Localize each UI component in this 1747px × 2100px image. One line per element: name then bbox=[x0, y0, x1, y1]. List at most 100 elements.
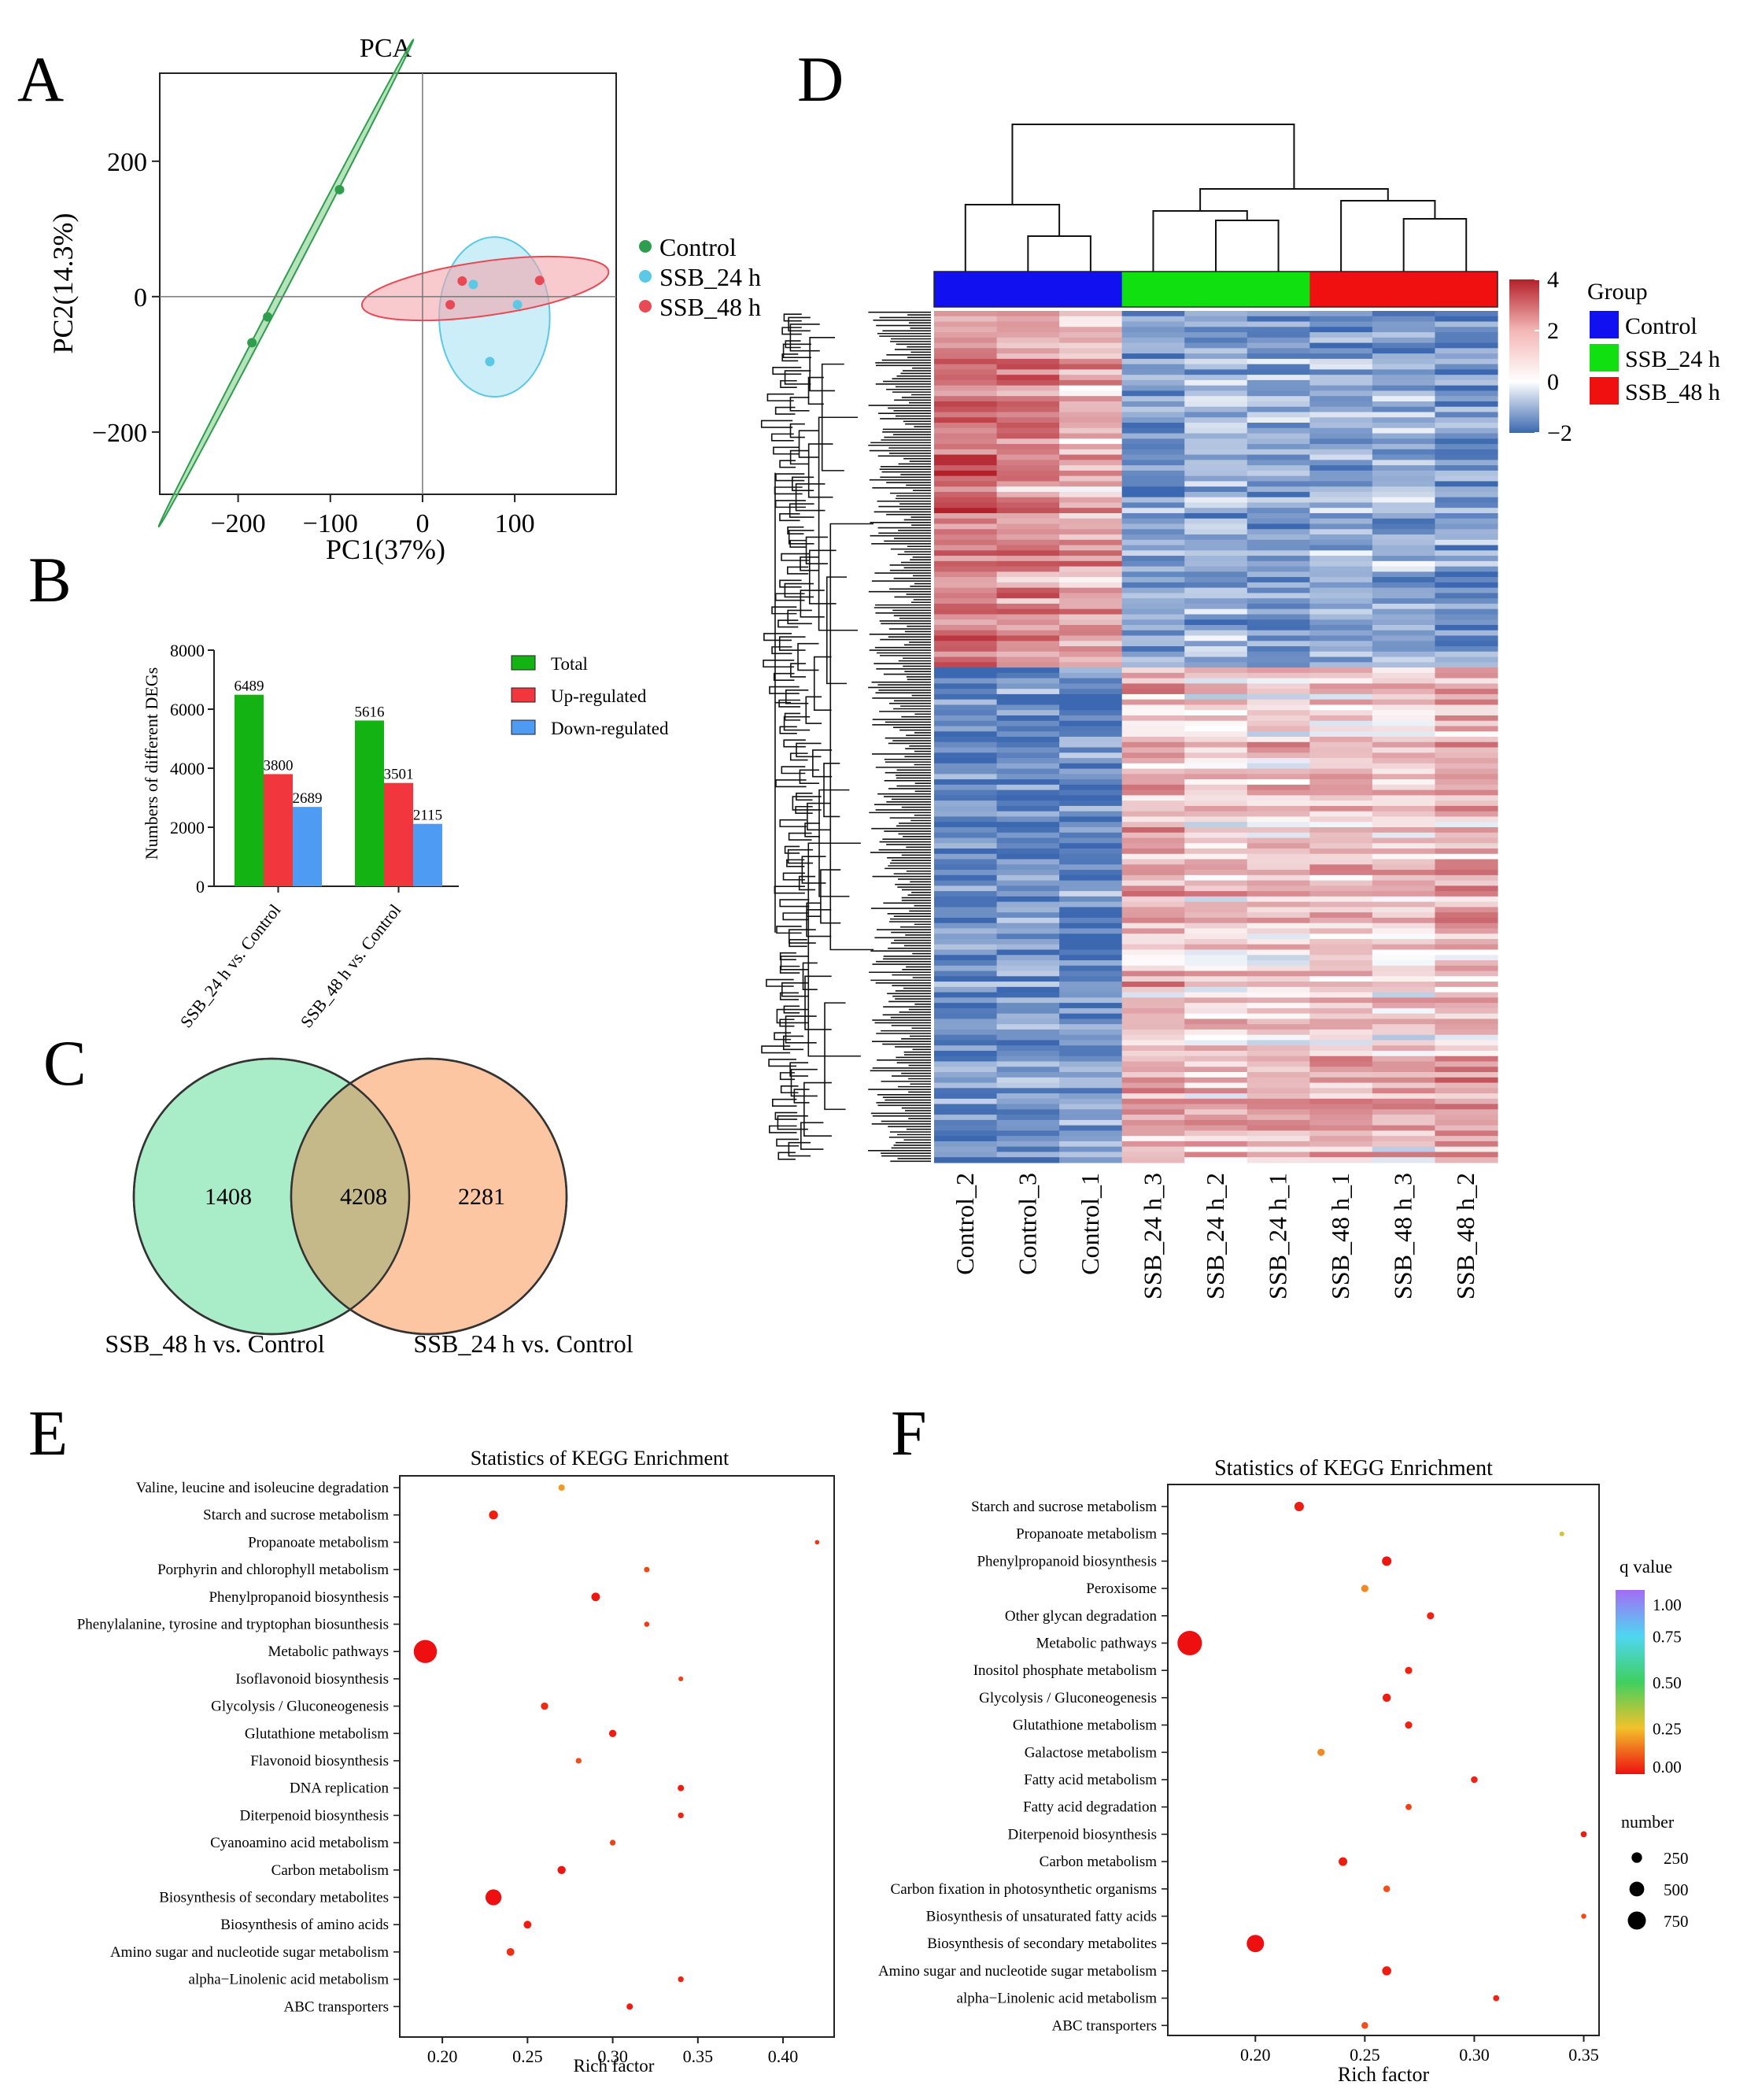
scale-tick-label: 2 bbox=[1547, 318, 1559, 344]
heatmap-cell bbox=[1247, 353, 1310, 360]
heatmap-cell bbox=[1121, 1040, 1185, 1046]
heatmap-cell bbox=[934, 603, 998, 610]
heatmap-cell bbox=[1247, 934, 1310, 940]
heatmap-cell bbox=[1372, 523, 1436, 530]
heatmap-cell bbox=[996, 433, 1060, 439]
heatmap-cell bbox=[934, 843, 998, 849]
heatmap-cell bbox=[934, 401, 998, 408]
heatmap-cell bbox=[1372, 1072, 1436, 1078]
heatmap-cell bbox=[1059, 752, 1123, 759]
heatmap-cell bbox=[1121, 401, 1185, 408]
heatmap-cell bbox=[1121, 656, 1185, 663]
heatmap-cell bbox=[1121, 822, 1185, 828]
heatmap-cell bbox=[1184, 1040, 1248, 1046]
heatmap-cell bbox=[1435, 912, 1498, 919]
heatmap-cell bbox=[1309, 678, 1373, 684]
heatmap-cell bbox=[1247, 438, 1310, 445]
pca-x-tick-label: 0 bbox=[416, 509, 429, 538]
heatmap-cell bbox=[1435, 529, 1498, 535]
heatmap-cell bbox=[1059, 358, 1123, 365]
heatmap-cell bbox=[934, 1104, 998, 1110]
heatmap-cell bbox=[1309, 321, 1373, 327]
heatmap-cell bbox=[1059, 774, 1123, 780]
heatmap-cell bbox=[1435, 560, 1498, 568]
bar-y-tick-label: 2000 bbox=[170, 818, 205, 837]
heatmap-cell bbox=[1435, 843, 1498, 849]
heatmap-cell bbox=[934, 805, 998, 812]
heatmap-cell bbox=[1247, 1050, 1310, 1057]
heatmap-col-label-8: SSB_48 h_2 bbox=[1451, 1173, 1479, 1300]
heatmap-cell bbox=[1372, 624, 1436, 631]
heatmap-cell bbox=[1372, 1104, 1436, 1110]
heatmap-cell bbox=[1247, 1125, 1310, 1132]
heatmap-cell bbox=[996, 379, 1060, 386]
heatmap-cell bbox=[934, 433, 998, 439]
heatmap-cell bbox=[1247, 891, 1310, 897]
heatmap-cell bbox=[1372, 327, 1436, 333]
heatmap-cell bbox=[996, 837, 1060, 844]
heatmap-cell bbox=[1059, 874, 1123, 882]
heatmap-cell bbox=[1372, 885, 1436, 892]
pca-point-0-1 bbox=[263, 312, 273, 322]
heatmap-cell bbox=[1309, 598, 1373, 604]
heatmap-cell bbox=[1121, 508, 1185, 514]
heatmap-cell bbox=[996, 1024, 1060, 1030]
heatmap-cell bbox=[1435, 614, 1498, 620]
kegg-dot-6 bbox=[413, 1640, 438, 1663]
heatmap-cell bbox=[996, 1019, 1060, 1025]
heatmap-cell bbox=[1184, 784, 1248, 791]
heatmap-cell bbox=[934, 337, 998, 344]
heatmap-cell bbox=[1184, 587, 1248, 594]
heatmap-cell bbox=[996, 593, 1060, 599]
kegg-x-tick-label: 0.40 bbox=[768, 2046, 799, 2066]
heatmap-cell bbox=[1372, 683, 1436, 690]
heatmap-cell bbox=[996, 944, 1060, 951]
pca-point-0-2 bbox=[247, 338, 257, 348]
heatmap-cell bbox=[1059, 656, 1123, 663]
heatmap-cell bbox=[1435, 982, 1498, 988]
heatmap-cell bbox=[1247, 949, 1310, 956]
heatmap-cell bbox=[1435, 390, 1498, 397]
heatmap-cell bbox=[1309, 1109, 1373, 1115]
heatmap-cell bbox=[1309, 390, 1373, 397]
heatmap-cell bbox=[934, 874, 998, 882]
heatmap-cell bbox=[1435, 353, 1498, 360]
heatmap-cell bbox=[1184, 427, 1248, 434]
heatmap-cell bbox=[1435, 534, 1498, 541]
heatmap-cell bbox=[934, 976, 998, 982]
heatmap-cell bbox=[1121, 449, 1185, 456]
heatmap-cell bbox=[1372, 417, 1436, 423]
heatmap-cell bbox=[1059, 683, 1123, 690]
kegg-term-label-1: Starch and sucrose metabolism bbox=[203, 1507, 389, 1524]
heatmap-cell bbox=[1309, 726, 1373, 732]
heatmap-cell bbox=[1309, 475, 1373, 482]
heatmap-cell bbox=[996, 880, 1060, 886]
heatmap-cell bbox=[934, 822, 998, 828]
kegg-term-label-16: Biosynthesis of amino acids bbox=[220, 1917, 389, 1933]
heatmap-cell bbox=[1247, 720, 1310, 727]
heatmap-cell bbox=[1309, 438, 1373, 445]
heatmap-cell bbox=[1184, 699, 1248, 706]
bar-category-label-1: SSB_48 h vs. Control bbox=[297, 900, 405, 1032]
heatmap-cell bbox=[1184, 582, 1248, 589]
heatmap-cell bbox=[1184, 406, 1248, 413]
heatmap-cell bbox=[1435, 508, 1498, 514]
bar-0-2 bbox=[293, 807, 322, 886]
heatmap-cell bbox=[1372, 965, 1436, 972]
heatmap-cell bbox=[1184, 1050, 1248, 1057]
heatmap-cell bbox=[1121, 710, 1185, 716]
heatmap-cell bbox=[1184, 720, 1248, 727]
heatmap-cell bbox=[934, 1093, 998, 1100]
legend-dot-ssb48 bbox=[639, 300, 652, 312]
heatmap-cell bbox=[934, 965, 998, 972]
heatmap-cell bbox=[996, 938, 1060, 945]
heatmap-cell bbox=[1247, 955, 1310, 961]
heatmap-cell bbox=[1435, 423, 1498, 429]
heatmap-cell bbox=[1372, 1050, 1436, 1057]
heatmap-cell bbox=[1059, 853, 1123, 860]
heatmap-cell bbox=[1309, 922, 1373, 930]
heatmap-cell bbox=[1309, 992, 1373, 998]
legend-dot-ssb24 bbox=[639, 270, 652, 283]
heatmap-cell bbox=[1121, 885, 1185, 892]
heatmap-cell bbox=[996, 859, 1060, 865]
